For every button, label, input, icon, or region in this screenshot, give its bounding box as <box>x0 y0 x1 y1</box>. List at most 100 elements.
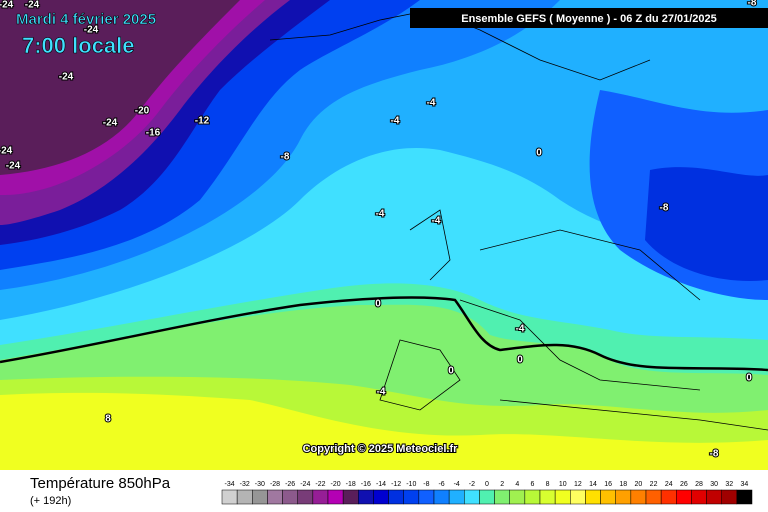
legend-label: 12 <box>574 481 582 488</box>
run-info: Ensemble GEFS ( Moyenne ) - 06 Z du 27/0… <box>461 13 717 25</box>
color-swatch <box>403 489 420 505</box>
contour-label: -4 <box>376 209 385 220</box>
legend-label: 6 <box>530 481 534 488</box>
legend-label: -28 <box>270 481 280 488</box>
color-swatch <box>660 489 677 505</box>
lead-time: (+ 192h) <box>30 495 71 507</box>
color-swatch <box>327 489 344 505</box>
contour-label: -4 <box>432 216 441 227</box>
legend-label: 32 <box>725 481 733 488</box>
contour-label: -24 <box>25 0 40 11</box>
contour-label: 0 <box>448 366 454 377</box>
color-swatch <box>433 489 450 505</box>
color-swatch <box>630 489 647 505</box>
copyright: Copyright © 2025 Meteociel.fr <box>303 443 459 455</box>
legend-label: -8 <box>423 481 429 488</box>
contour-label: -12 <box>195 116 210 127</box>
color-swatch <box>479 489 495 505</box>
legend-label: -30 <box>255 481 265 488</box>
contour-label: -8 <box>748 0 757 9</box>
date: Mardi 4 février 2025 <box>16 11 156 28</box>
band-darkpurple <box>0 0 240 175</box>
legend-label: 14 <box>589 481 597 488</box>
contour-labels: -24 -24 -24 -24 -20 -24 -16 -12 -24 -24 -8 -4 -4 -4 -4… <box>0 0 758 461</box>
contour-label: -4 <box>427 98 436 109</box>
legend-label: -32 <box>240 481 250 488</box>
contour-label: -8 <box>660 203 669 214</box>
contour-label: -24 <box>0 146 13 157</box>
contour-label: -4 <box>377 387 386 398</box>
color-swatch <box>524 489 541 505</box>
color-swatch <box>600 489 616 505</box>
legend-label: -4 <box>454 481 460 488</box>
color-swatch <box>236 489 253 505</box>
zero-contour <box>0 296 768 372</box>
color-swatch <box>358 489 374 505</box>
color-swatch <box>297 489 314 505</box>
contour-label: 8 <box>105 414 111 425</box>
contour-label: -24 <box>103 118 118 129</box>
legend-label: 2 <box>500 481 504 488</box>
contour-label: -16 <box>146 128 161 139</box>
color-swatch <box>312 489 329 505</box>
color-swatch <box>736 489 753 505</box>
color-swatch <box>342 489 359 505</box>
contour-label: -4 <box>516 324 525 335</box>
color-swatch <box>448 489 465 505</box>
legend-label: 8 <box>546 481 550 488</box>
variable: Température 850hPa <box>30 475 171 492</box>
color-swatch <box>615 489 632 505</box>
color-swatch <box>267 489 283 505</box>
color-swatch <box>282 489 298 505</box>
legend-label: -26 <box>285 481 295 488</box>
color-swatch <box>706 489 722 505</box>
legend-label: 22 <box>650 481 658 488</box>
contour-label: 0 <box>746 373 752 384</box>
color-swatch <box>252 489 268 505</box>
contour-label: -8 <box>710 449 719 460</box>
contour-label: -8 <box>281 152 290 163</box>
contour-label: 0 <box>375 299 381 310</box>
contour-label: -24 <box>0 0 14 11</box>
legend-label: -12 <box>391 481 401 488</box>
color-swatch <box>509 489 526 505</box>
color-swatch <box>691 489 707 505</box>
color-swatch <box>645 489 662 505</box>
legend-label: -34 <box>225 481 235 488</box>
contour-label: -24 <box>6 161 21 172</box>
color-swatch <box>494 489 510 505</box>
legend-label: 26 <box>680 481 688 488</box>
legend-label: 24 <box>665 481 673 488</box>
band-darkblue-east <box>645 167 768 281</box>
color-swatch <box>539 489 556 505</box>
contour-label: -20 <box>135 106 150 117</box>
contour-label: 0 <box>517 355 523 366</box>
contour-label: -24 <box>84 25 99 36</box>
contour-label: 0 <box>536 148 542 159</box>
contour-label: -4 <box>391 116 400 127</box>
color-swatch <box>221 489 238 505</box>
legend-label: 16 <box>604 481 612 488</box>
legend-label: -2 <box>469 481 475 488</box>
legend-label: -22 <box>315 481 325 488</box>
legend-label: -6 <box>438 481 444 488</box>
local-time: 7:00 locale <box>22 33 135 58</box>
legend-label: -18 <box>346 481 356 488</box>
legend-label: -24 <box>300 481 310 488</box>
legend-label: -10 <box>406 481 416 488</box>
color-swatch <box>676 489 692 505</box>
legend-label: 34 <box>741 481 749 488</box>
legend-label: -14 <box>376 481 386 488</box>
legend-label: 4 <box>515 481 519 488</box>
legend-label: 18 <box>619 481 627 488</box>
legend-label: 28 <box>695 481 703 488</box>
color-swatch <box>373 489 389 505</box>
color-swatch <box>464 489 480 505</box>
color-swatch <box>388 489 404 505</box>
color-swatch <box>554 489 571 505</box>
legend-label: 20 <box>635 481 643 488</box>
legend-label: -20 <box>331 481 341 488</box>
color-swatch <box>585 489 601 505</box>
color-swatch <box>418 489 435 505</box>
